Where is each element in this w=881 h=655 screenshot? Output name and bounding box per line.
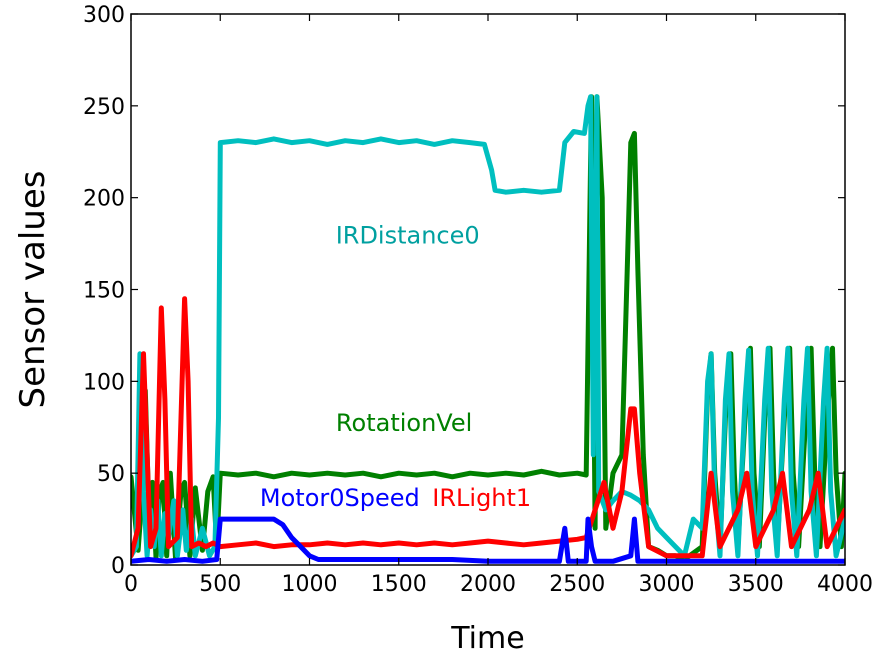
x-tick-label: 1500 [371, 572, 427, 597]
series-layer [131, 94, 845, 564]
x-tick-label: 0 [124, 572, 138, 597]
x-axis-title: Time [450, 621, 524, 655]
x-tick-label: 3500 [728, 572, 784, 597]
y-tick-label: 50 [97, 462, 125, 487]
x-tick-label: 2000 [460, 572, 516, 597]
y-tick-label: 200 [83, 187, 125, 212]
y-tick-label: 0 [111, 554, 125, 579]
x-tick-label: 4000 [817, 572, 873, 597]
annotation-layer: IRDistance0 RotationVel Motor0Speed IRLight… [260, 222, 531, 513]
x-tick-label: 500 [199, 572, 241, 597]
series-line-motor0speed [131, 516, 845, 564]
series-label-irdistance0: IRDistance0 [336, 222, 480, 250]
y-tick-label: 150 [83, 279, 125, 304]
series-label-rotationvel: RotationVel [336, 409, 472, 437]
series-label-motor0speed: Motor0Speed [260, 484, 420, 512]
y-tick-label: 250 [83, 95, 125, 120]
x-tick-label: 1000 [282, 572, 338, 597]
x-tick-label: 2500 [549, 572, 605, 597]
axis-ticks: 0 500 1000 1500 2000 2500 3000 3500 4000 0 50 100 15… [83, 3, 873, 597]
y-tick-label: 100 [83, 370, 125, 395]
plot-frame [130, 13, 846, 566]
y-tick-label: 300 [83, 3, 125, 28]
y-axis-title: Sensor values [13, 171, 53, 409]
x-tick-label: 3000 [639, 572, 695, 597]
series-line-irlight1 [131, 296, 845, 559]
series-label-irlight1: IRLight1 [432, 484, 531, 512]
